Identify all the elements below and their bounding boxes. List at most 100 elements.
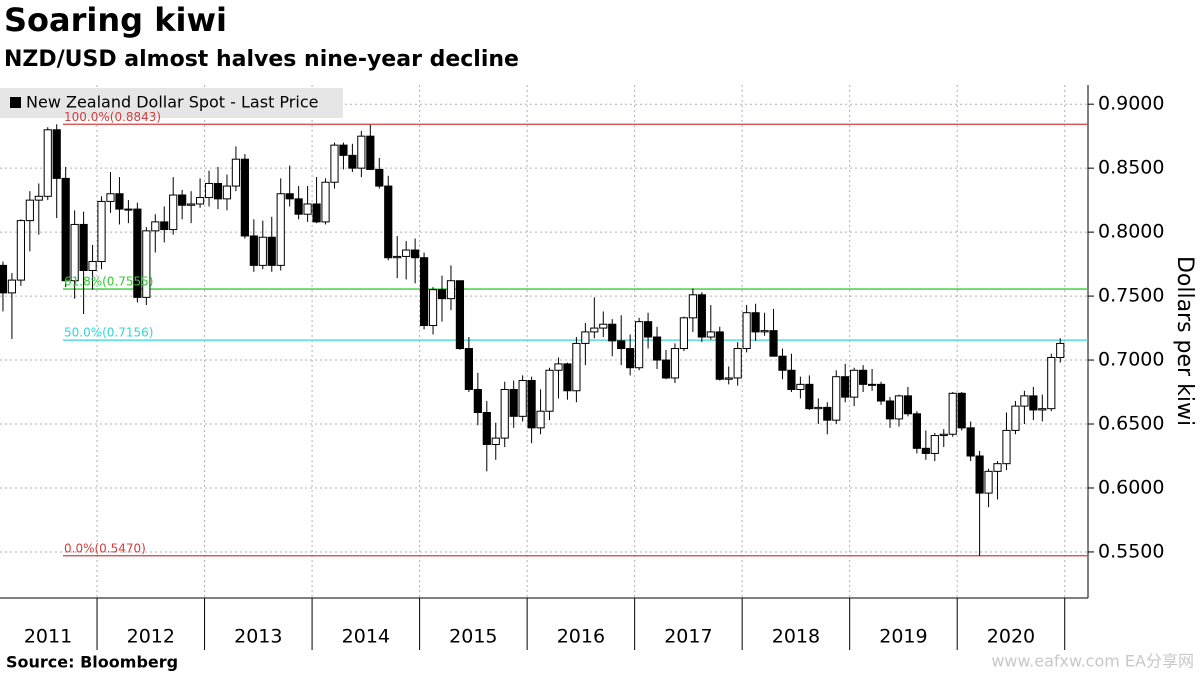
legend-label: New Zealand Dollar Spot - Last Price	[26, 93, 318, 112]
candle-body	[204, 183, 214, 199]
candle-body	[419, 257, 429, 327]
candle-body	[7, 279, 17, 294]
candle-body	[867, 383, 877, 386]
candle-body	[97, 200, 106, 263]
y-tick-label: 0.8500	[1098, 157, 1164, 179]
candle-body	[652, 336, 662, 361]
candle-body	[491, 437, 500, 445]
candle-body	[276, 193, 285, 266]
candle-body	[751, 312, 760, 333]
candle-body	[545, 369, 554, 412]
candle-body	[1038, 408, 1047, 411]
candle-body	[213, 183, 223, 200]
candle-body	[178, 194, 187, 206]
level-label: 61.8%(0.7555)	[64, 275, 153, 289]
candle-body	[366, 135, 375, 170]
y-tick-label: 0.8000	[1098, 221, 1164, 243]
candle-body	[348, 154, 357, 169]
y-tick-label: 0.7500	[1098, 285, 1164, 307]
candle-body	[778, 355, 787, 371]
candle-body	[169, 194, 178, 231]
candle-body	[321, 181, 330, 223]
candle-body	[187, 203, 196, 206]
candle-body	[357, 135, 366, 169]
x-tick-label: 2013	[234, 626, 282, 648]
candle-body	[590, 327, 599, 333]
candle-body	[1047, 356, 1056, 410]
candle-body	[106, 193, 115, 202]
y-tick-label: 0.5500	[1098, 540, 1164, 562]
candle-body	[124, 208, 133, 211]
candle-body	[724, 377, 733, 380]
candle-body	[1011, 405, 1020, 431]
y-tick-label: 0.7000	[1098, 349, 1164, 371]
candle-body	[930, 435, 939, 454]
level-label: 50.0%(0.7156)	[64, 326, 153, 340]
candle-body	[52, 129, 61, 179]
candle-body	[948, 392, 957, 435]
candle-body	[500, 388, 509, 439]
candle-body	[258, 236, 267, 266]
candle-body	[850, 369, 859, 398]
plot-area	[0, 85, 1088, 598]
candle-body	[796, 383, 805, 390]
candle-body	[697, 294, 706, 338]
candle-body	[1029, 395, 1038, 411]
candle-body	[993, 463, 1002, 472]
candle-body	[1020, 395, 1029, 407]
candle-body	[384, 185, 393, 259]
candle-body	[267, 236, 276, 266]
candle-body	[536, 410, 545, 429]
candle-body	[446, 280, 456, 300]
candle-body	[742, 312, 751, 350]
candle-body	[769, 330, 778, 357]
candle-body	[518, 380, 527, 417]
candle-body	[231, 158, 241, 187]
candle-body	[617, 340, 626, 350]
candle-body	[464, 348, 473, 390]
candle-body	[715, 331, 724, 380]
candle-body	[581, 331, 590, 344]
y-axis-label: Dollars per kiwi	[1172, 256, 1197, 426]
candle-body	[903, 395, 913, 415]
candle-body	[249, 235, 258, 266]
candle-body	[957, 392, 966, 429]
candle-body	[679, 317, 689, 350]
candle-body	[787, 369, 796, 390]
candle-body	[885, 400, 895, 420]
candle-body	[25, 199, 34, 222]
legend-box	[0, 88, 343, 118]
candle-body	[572, 342, 581, 392]
candle-body	[876, 383, 886, 402]
candle-body	[894, 395, 904, 420]
y-tick-label: 0.6500	[1098, 413, 1164, 435]
candle-body	[527, 380, 536, 429]
candle-body	[79, 223, 88, 271]
candle-body	[608, 323, 617, 342]
candle-body	[375, 168, 384, 187]
candle-body	[482, 412, 491, 445]
candle-body	[733, 348, 742, 379]
candle-body	[393, 255, 402, 259]
candle-body	[34, 195, 43, 201]
candle-body	[70, 223, 79, 282]
candle-body	[402, 249, 411, 257]
candle-body	[599, 323, 608, 329]
candle-body	[554, 363, 563, 371]
candle-body	[142, 230, 151, 298]
candle-body	[195, 197, 205, 205]
x-tick-label: 2014	[342, 626, 390, 648]
candle-body	[473, 388, 482, 414]
y-tick-label: 0.9000	[1098, 93, 1164, 115]
candle-body	[1002, 429, 1011, 465]
candle-body	[832, 376, 841, 421]
candle-body	[760, 330, 769, 333]
candle-body	[921, 447, 930, 454]
x-tick-label: 2016	[557, 626, 605, 648]
y-tick-label: 0.6000	[1098, 476, 1164, 498]
candle-body	[160, 221, 169, 231]
chart-title: Soaring kiwi	[4, 1, 227, 39]
x-tick-label: 2011	[24, 626, 72, 648]
candle-body	[670, 348, 680, 379]
